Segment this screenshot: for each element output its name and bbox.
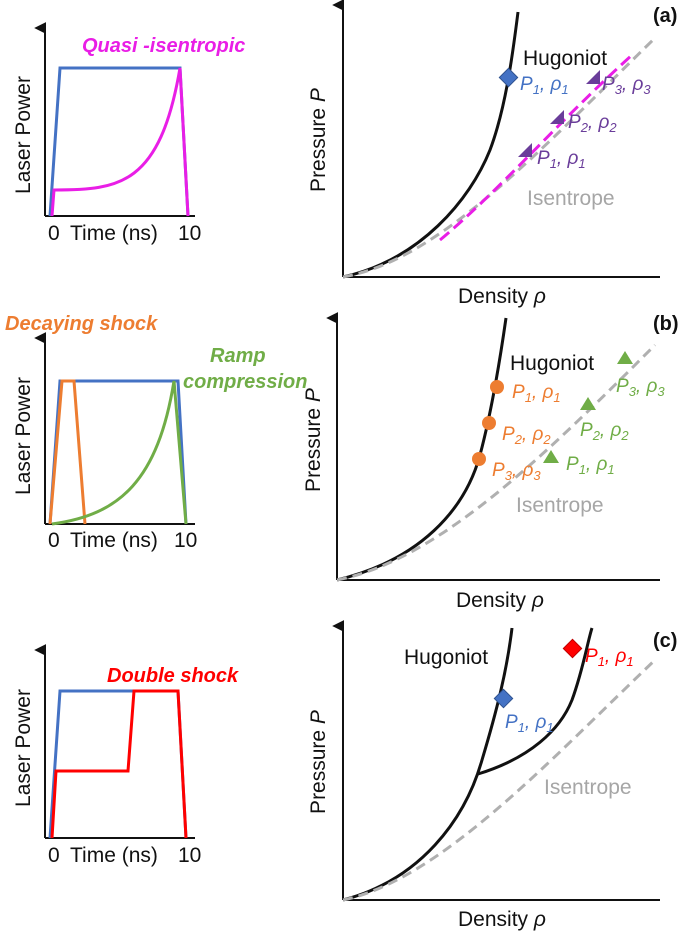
pulse-a-magenta-trace xyxy=(50,67,190,217)
pv-b-xlabel-text: Density xyxy=(456,589,532,612)
pv-a-blue-diamond xyxy=(498,67,519,88)
pv-a-ylabel-var: P xyxy=(307,88,330,102)
panel-a: Laser Power 0 Time (ns) 10 Quasi -isentr… xyxy=(12,0,677,308)
pv-a-hugoniot-curve xyxy=(342,11,520,279)
pv-c-xlabel: Density ρ xyxy=(458,908,546,931)
pv-c-ylabel-text: Pressure xyxy=(307,724,330,814)
pulse-a-tick-10: 10 xyxy=(178,222,201,245)
panel-a-title: Quasi -isentropic xyxy=(82,35,245,57)
pulse-c-tick-0: 0 xyxy=(48,844,60,867)
pv-a-triangle-1-label: P1, ρ1 xyxy=(537,148,586,171)
panel-b-title-ramp-2: compression xyxy=(183,371,307,393)
pv-b-circle-2 xyxy=(482,416,496,430)
pv-plot-b: Pressure P Density ρ Hugoniot Isentrope … xyxy=(302,312,679,612)
pv-a-blue-label: P1, ρ1 xyxy=(520,74,569,97)
pv-a-ylabel-text: Pressure xyxy=(307,102,330,192)
pv-b-hugoniot-curve xyxy=(336,317,508,582)
pv-b-triangle-3-label: P3, ρ3 xyxy=(616,376,665,399)
pulse-b-ylabel: Laser Power xyxy=(12,377,35,495)
pulse-plot-c: Laser Power 0 Time (ns) 10 Double shock xyxy=(12,644,239,867)
pv-b-circle-1 xyxy=(490,380,504,394)
pv-a-xlabel: Density ρ xyxy=(458,285,546,308)
pv-b-circle-3 xyxy=(472,452,486,466)
pv-b-ylabel-var: P xyxy=(302,388,325,402)
pv-a-xlabel-text: Density xyxy=(458,285,534,308)
pv-c-hugoniot-curve xyxy=(342,627,514,902)
pv-b-triangle-1-label: P1, ρ1 xyxy=(566,454,615,477)
pv-b-circle-3-label: P3, ρ3 xyxy=(492,460,541,483)
pv-b-xlabel-var: ρ xyxy=(531,589,544,612)
pv-b-ylabel-text: Pressure xyxy=(302,402,325,492)
pv-c-second-hugoniot-curve xyxy=(477,627,594,776)
pv-a-isentrope-curve xyxy=(342,36,657,279)
pv-c-blue-label: P1, ρ1 xyxy=(505,712,554,735)
pv-a-triangle-3-label: P3, ρ3 xyxy=(602,74,651,97)
pv-b-triangle-2-label: P2, ρ2 xyxy=(580,420,629,443)
pv-a-triangle-2 xyxy=(550,110,564,124)
pv-c-isentrope-label: Isentrope xyxy=(544,776,632,799)
panel-b-title-decaying: Decaying shock xyxy=(5,313,158,335)
pulse-c-blue-trace xyxy=(48,689,188,839)
pv-b-hugoniot-label: Hugoniot xyxy=(510,352,594,375)
pv-b-ylabel: Pressure P xyxy=(302,388,325,492)
pulse-c-xlabel: Time (ns) xyxy=(70,844,158,867)
pv-b-xlabel: Density ρ xyxy=(456,589,544,612)
pv-plot-c: Pressure P Density ρ Hugoniot Isentrope … xyxy=(307,620,677,931)
pulse-b-tick-0: 0 xyxy=(48,529,60,552)
pv-b-circle-1-label: P1, ρ1 xyxy=(512,382,561,405)
pv-b-triangle-3 xyxy=(617,351,633,364)
pv-a-xlabel-var: ρ xyxy=(533,285,546,308)
pv-a-ylabel: Pressure P xyxy=(307,88,330,192)
pulse-a-blue-trace xyxy=(48,66,190,217)
pulse-c-red-trace xyxy=(50,689,188,839)
pv-b-isentrope-curve xyxy=(336,343,657,582)
pv-c-isentrope-curve xyxy=(342,658,657,902)
pv-c-ylabel-var: P xyxy=(307,710,330,724)
panel-b-title-ramp-1: Ramp xyxy=(210,345,266,367)
pulse-b-orange-trace xyxy=(48,379,87,525)
pulse-b-tick-10: 10 xyxy=(174,529,197,552)
panel-c-tag: (c) xyxy=(653,630,677,652)
pv-c-xlabel-text: Density xyxy=(458,908,534,931)
pv-plot-a: Pressure P Density ρ Hugoniot Isentrope … xyxy=(307,0,677,308)
pv-c-blue-diamond xyxy=(493,688,514,709)
pv-b-circle-2-label: P2, ρ2 xyxy=(502,424,551,447)
pv-c-xlabel-var: ρ xyxy=(533,908,546,931)
pv-c-red-label: P1, ρ1 xyxy=(585,646,634,669)
pv-c-hugoniot-label: Hugoniot xyxy=(404,646,488,669)
pv-a-hugoniot-label: Hugoniot xyxy=(523,47,607,70)
pulse-a-tick-0: 0 xyxy=(48,222,60,245)
panel-b-tag: (b) xyxy=(653,313,679,335)
pv-a-triangle-1 xyxy=(518,143,532,157)
panel-c-title: Double shock xyxy=(107,665,239,687)
panel-c: Laser Power 0 Time (ns) 10 Double shock … xyxy=(12,620,677,931)
pulse-b-blue-trace xyxy=(48,379,188,525)
pv-c-red-diamond xyxy=(562,638,583,659)
panel-b: Laser Power 0 Time (ns) 10 Decaying shoc… xyxy=(5,312,679,612)
pv-a-triangle-2-label: P2, ρ2 xyxy=(568,112,617,135)
panel-a-tag: (a) xyxy=(653,5,677,27)
pulse-c-ylabel: Laser Power xyxy=(12,689,35,807)
pulse-plot-b: Laser Power 0 Time (ns) 10 Decaying shoc… xyxy=(5,313,307,552)
pulse-plot-a: Laser Power 0 Time (ns) 10 Quasi -isentr… xyxy=(12,22,245,245)
pulse-a-xlabel: Time (ns) xyxy=(70,222,158,245)
pv-a-triangle-3 xyxy=(586,70,600,84)
pv-b-triangle-1 xyxy=(543,450,559,463)
pulse-b-xlabel: Time (ns) xyxy=(70,529,158,552)
pv-b-isentrope-label: Isentrope xyxy=(516,494,604,517)
pv-b-triangle-2 xyxy=(580,397,596,410)
pv-c-ylabel: Pressure P xyxy=(307,710,330,814)
pulse-b-green-trace xyxy=(51,380,188,526)
pulse-a-ylabel: Laser Power xyxy=(12,76,35,194)
pv-a-isentrope-label: Isentrope xyxy=(527,187,615,210)
pulse-c-tick-10: 10 xyxy=(178,844,201,867)
